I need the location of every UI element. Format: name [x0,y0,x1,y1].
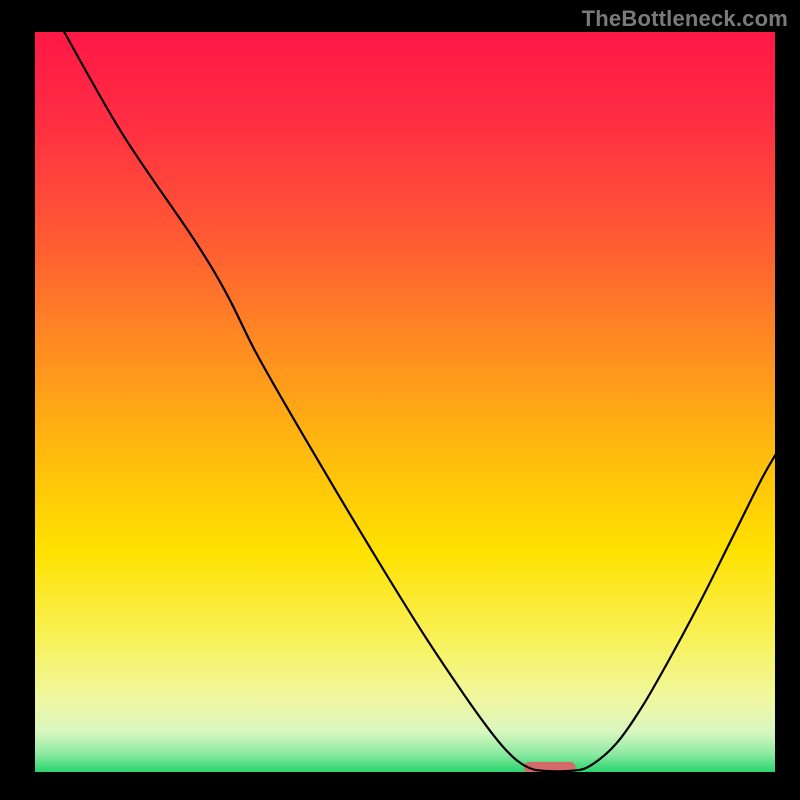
plot-gradient [34,31,776,773]
chart-container: TheBottleneck.com [0,0,800,800]
bottleneck-chart [0,0,800,800]
